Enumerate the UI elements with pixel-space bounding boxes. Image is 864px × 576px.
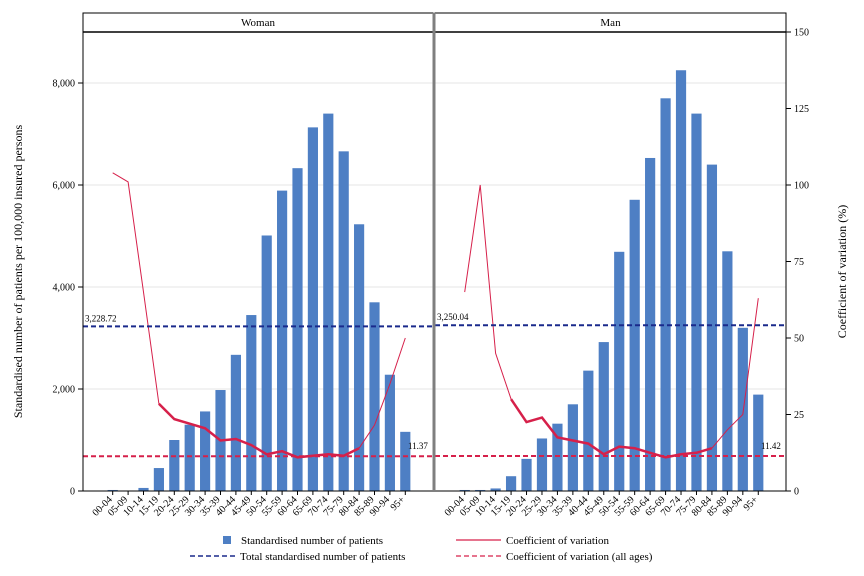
bar [384,374,395,491]
bar [737,327,748,491]
y2-axis-title: Coefficient of variation (%) [835,205,849,338]
bar [230,354,241,491]
y2-tick-label: 0 [794,487,799,498]
bar [338,151,349,491]
legend-layer: Standardised number of patients Coefficie… [190,535,653,563]
legend-label: Coefficient of variation [506,535,610,547]
bar [354,224,365,491]
y-tick-label: 0 [70,487,75,498]
bar [505,476,517,491]
y-axis-title: Standardised number of patients per 100,… [11,125,25,419]
bar [138,487,149,491]
bar [107,489,118,491]
y2-tick-label: 75 [794,257,804,268]
bar [292,168,303,492]
cv-line-early [112,172,160,404]
bar [583,370,594,491]
bar [536,438,548,491]
legend-item-bars: Standardised number of patients [223,535,383,547]
total-standardised-label: 3,228.72 [85,313,117,323]
bar [552,423,563,491]
cv-line-tail [358,337,406,449]
legend-item-total: Total standardised number of patients [190,551,405,563]
lines-layer: 3,228.72 11.37 3,250.04 11.42 [83,172,786,459]
bar [645,157,656,491]
cv-line [158,402,360,459]
bar [706,164,718,491]
bar [567,404,578,491]
x-tick-label: 95+ [389,494,408,513]
y2-tick-label: 25 [794,410,804,421]
frame-layer: Woman Man [82,12,787,492]
y-tick-label: 8,000 [53,79,76,90]
bar [169,440,180,491]
y2-tick-label: 125 [794,104,809,115]
legend-label: Coefficient of variation (all ages) [506,551,653,563]
bar [722,251,733,491]
bar [369,302,380,491]
cv-line-early [464,184,512,400]
legend-label: Total standardised number of patients [240,551,405,563]
grid-layer [83,82,786,390]
bar [521,458,532,491]
x-tick-label: 95+ [742,494,761,513]
bar [184,424,195,491]
y2-tick-label: 50 [794,334,804,345]
cv-all-ages-label: 11.37 [408,441,428,451]
bar [200,411,211,491]
bar [753,394,764,491]
panel-title: Man [600,17,621,29]
y-tick-label: 2,000 [53,385,76,396]
bar [400,431,411,491]
bar [675,70,687,491]
legend-swatch-bar [223,536,231,544]
bar [598,342,609,491]
legend-item-cv: Coefficient of variation [456,535,610,547]
bar [490,488,501,491]
bar [307,127,318,492]
bar [246,315,257,491]
bar [153,468,164,491]
bar [277,190,288,492]
bar [323,113,334,491]
bar [261,235,272,491]
panel-title: Woman [241,17,275,29]
y-tick-label: 4,000 [53,283,76,294]
total-standardised-label: 3,250.04 [437,312,469,322]
bar [475,489,486,491]
cv-line [510,398,713,459]
bar [691,113,702,491]
legend-item-cv_all: Coefficient of variation (all ages) [456,551,653,563]
bar [614,251,625,491]
cv-all-ages-label: 11.42 [761,441,781,451]
y-tick-label: 6,000 [53,181,76,192]
legend-label: Standardised number of patients [241,535,383,547]
cv-line-tail [711,298,759,449]
bar [629,199,640,492]
bar [660,98,671,492]
y2-tick-label: 150 [794,28,809,39]
bars-layer [107,70,764,492]
bar [459,489,470,491]
y2-tick-label: 100 [794,181,809,192]
